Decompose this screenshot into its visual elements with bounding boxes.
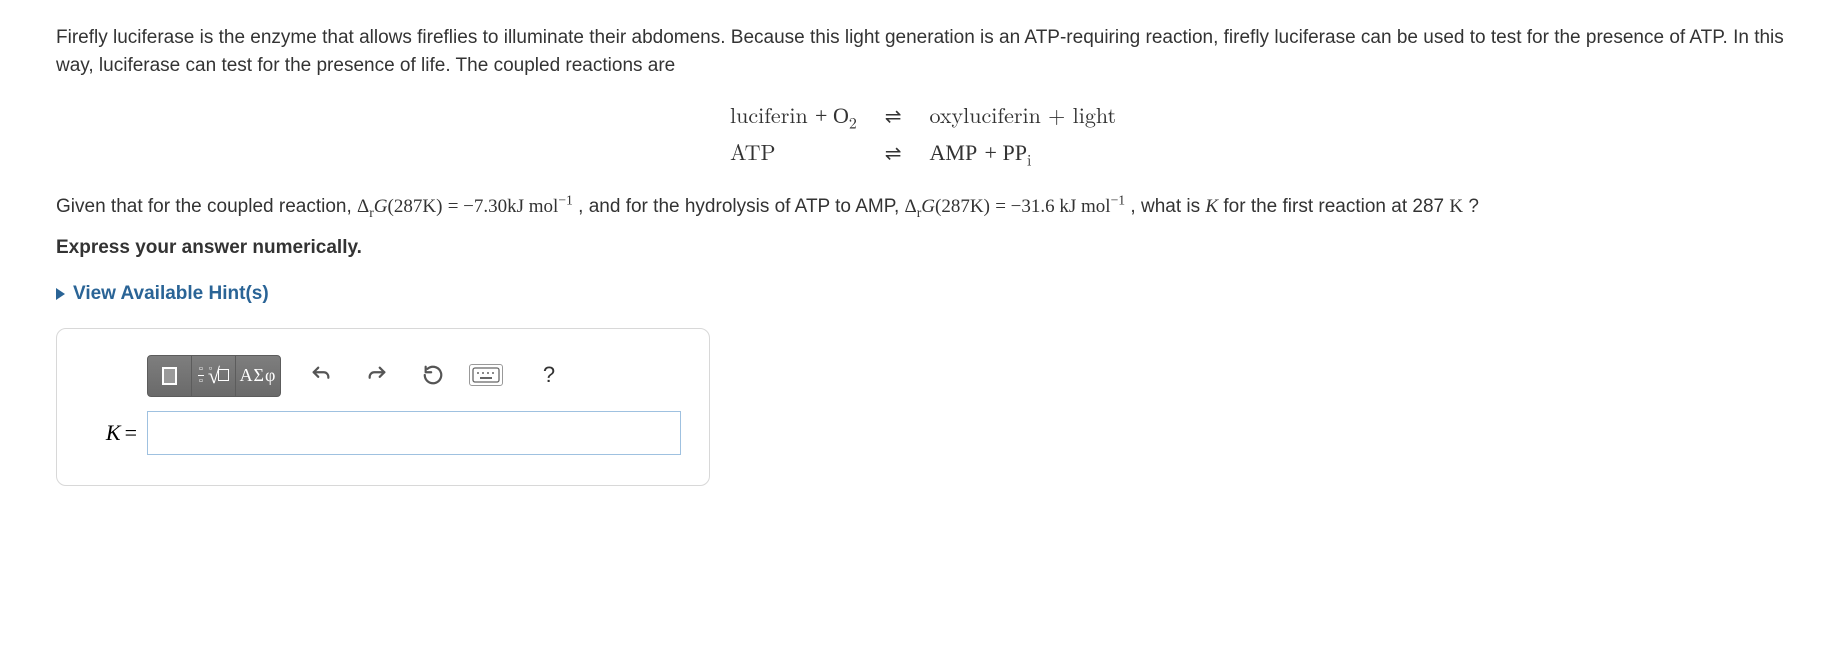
g2-exp: −1 <box>1111 193 1126 208</box>
help-button[interactable]: ? <box>529 355 569 395</box>
g2: G <box>921 196 935 217</box>
eq2-rhs-a: AMP <box>930 140 978 165</box>
eq2-rhs-b-sub: i <box>1027 147 1031 170</box>
question-mark: ? <box>1468 196 1479 217</box>
equilibrium-arrow: ⇌ <box>871 97 916 134</box>
g2-val: = −31.6 kJ mol <box>995 196 1110 217</box>
given-post2: for the first reaction at 287 <box>1223 196 1449 217</box>
given-mid: , and for the hydrolysis of ATP to AMP, <box>578 196 904 217</box>
kelvin: K <box>1449 196 1463 217</box>
equilibrium-arrow: ⇌ <box>871 134 916 171</box>
greek-label: ΑΣφ <box>240 362 277 388</box>
problem-intro: Firefly luciferase is the enzyme that al… <box>56 24 1790 79</box>
g1-val: = −7.30kJ mol <box>448 196 559 217</box>
answer-row: K= <box>85 411 681 455</box>
equation-toolbar: ▫▫ ▫√ ΑΣφ ? <box>147 355 681 397</box>
chevron-right-icon <box>56 288 65 300</box>
given-text: Given that for the coupled reaction, ΔrG… <box>56 193 1790 221</box>
fraction-root-button[interactable]: ▫▫ ▫√ <box>192 356 236 396</box>
g1: G <box>374 196 388 217</box>
k-var: K <box>1205 196 1218 217</box>
reset-icon <box>422 364 444 386</box>
g1-arg: (287K) <box>388 196 443 217</box>
reset-button[interactable] <box>413 355 453 395</box>
keyboard-icon <box>472 367 500 383</box>
rectangle-template-button[interactable] <box>148 356 192 396</box>
fraction-icon: ▫▫ <box>198 364 204 387</box>
eq2-lhs: ATP <box>716 134 871 171</box>
redo-button[interactable] <box>357 355 397 395</box>
g1-exp: −1 <box>558 193 573 208</box>
keyboard-button[interactable] <box>469 364 503 386</box>
eq1-lhs-a: luciferin <box>730 99 808 130</box>
delta2: Δ <box>905 196 917 217</box>
redo-icon <box>366 364 388 386</box>
hints-label: View Available Hint(s) <box>73 280 269 308</box>
eq1-lhs-b-sub: 2 <box>849 110 857 133</box>
greek-letters-button[interactable]: ΑΣφ <box>236 356 280 396</box>
template-button-group: ▫▫ ▫√ ΑΣφ <box>147 355 281 397</box>
eq1-lhs-b: O <box>833 103 849 128</box>
delta1: Δ <box>357 196 369 217</box>
given-post: , what is <box>1130 196 1205 217</box>
answer-instruction: Express your answer numerically. <box>56 234 1790 262</box>
rectangle-icon <box>162 367 177 385</box>
eq2-rhs-b: PP <box>1002 140 1026 165</box>
reaction-equations: luciferin + O2 ⇌ oxyluciferin + light AT… <box>56 97 1790 171</box>
answer-input[interactable] <box>147 411 681 455</box>
undo-icon <box>310 364 332 386</box>
help-icon: ? <box>543 359 555 391</box>
answer-panel: ▫▫ ▫√ ΑΣφ ? K= <box>56 328 710 486</box>
answer-variable-label: K= <box>85 417 137 449</box>
g2-arg: (287K) <box>935 196 990 217</box>
undo-button[interactable] <box>301 355 341 395</box>
root-icon: ▫√ <box>208 360 229 392</box>
given-pre: Given that for the coupled reaction, <box>56 196 357 217</box>
eq1-rhs: oxyluciferin + light <box>916 97 1131 134</box>
view-hints-toggle[interactable]: View Available Hint(s) <box>56 280 1790 308</box>
